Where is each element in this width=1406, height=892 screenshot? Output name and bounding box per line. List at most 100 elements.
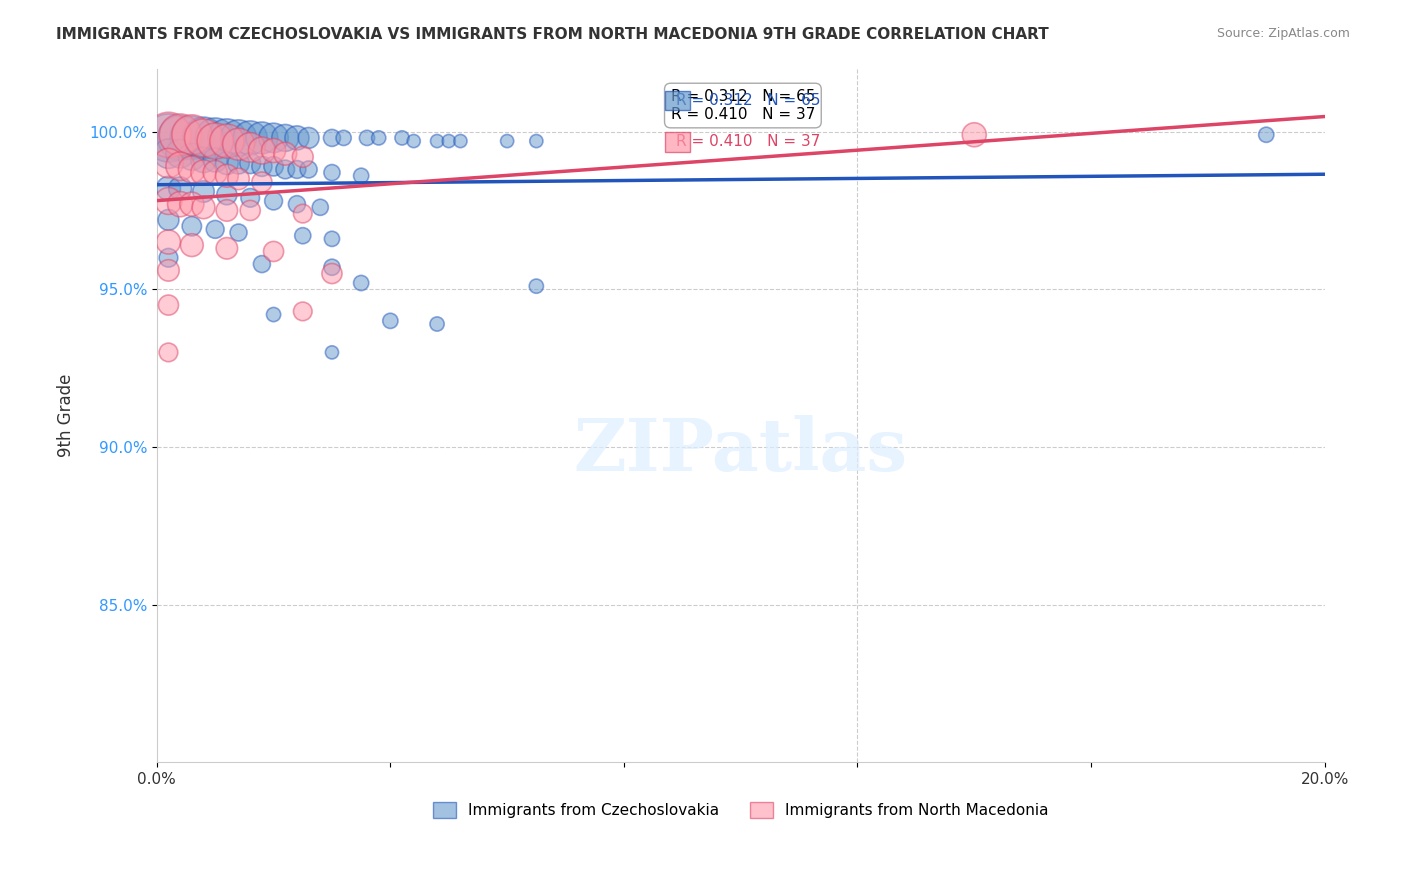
Text: R = 0.312   N = 65: R = 0.312 N = 65	[676, 93, 821, 108]
Legend: Immigrants from Czechoslovakia, Immigrants from North Macedonia: Immigrants from Czechoslovakia, Immigran…	[427, 796, 1054, 824]
Point	[250, 159, 273, 173]
Point	[193, 153, 215, 167]
Point	[285, 162, 308, 177]
Point	[157, 235, 180, 249]
Point	[274, 131, 297, 145]
Point	[496, 134, 519, 148]
Point	[321, 166, 343, 180]
Point	[157, 194, 180, 208]
Point	[193, 131, 215, 145]
Point	[157, 128, 180, 142]
Point	[180, 150, 202, 164]
Text: R = 0.410   N = 37: R = 0.410 N = 37	[676, 135, 821, 150]
Point	[297, 131, 319, 145]
Point	[285, 197, 308, 211]
Point	[215, 156, 238, 170]
Point	[157, 263, 180, 277]
Point	[215, 241, 238, 255]
Point	[263, 194, 285, 208]
Point	[380, 314, 402, 328]
Point	[157, 146, 180, 161]
Point	[228, 156, 250, 170]
Point	[437, 134, 460, 148]
Point	[291, 304, 314, 318]
Point	[239, 140, 262, 154]
Point	[250, 131, 273, 145]
Point	[180, 219, 202, 234]
Point	[204, 166, 226, 180]
Point	[250, 257, 273, 271]
Point	[228, 172, 250, 186]
Point	[180, 197, 202, 211]
Point	[215, 131, 238, 145]
Point	[193, 185, 215, 199]
Point	[204, 153, 226, 167]
Point	[963, 128, 986, 142]
Point	[180, 128, 202, 142]
Point	[263, 131, 285, 145]
Point	[250, 144, 273, 158]
Point	[263, 308, 285, 322]
Point	[291, 150, 314, 164]
Point	[180, 131, 202, 145]
Point	[204, 222, 226, 236]
Point	[169, 128, 191, 142]
Point	[321, 260, 343, 275]
Point	[321, 131, 343, 145]
Point	[274, 162, 297, 177]
Point	[228, 131, 250, 145]
Point	[321, 232, 343, 246]
Point	[157, 298, 180, 312]
Point	[169, 197, 191, 211]
Point	[426, 134, 449, 148]
Point	[180, 162, 202, 177]
Point	[321, 345, 343, 359]
Point	[291, 206, 314, 220]
Point	[193, 166, 215, 180]
Point	[285, 131, 308, 145]
Point	[193, 200, 215, 214]
Point	[250, 175, 273, 189]
Point	[215, 169, 238, 183]
Text: IMMIGRANTS FROM CZECHOSLOVAKIA VS IMMIGRANTS FROM NORTH MACEDONIA 9TH GRADE CORR: IMMIGRANTS FROM CZECHOSLOVAKIA VS IMMIGR…	[56, 27, 1049, 42]
Point	[204, 134, 226, 148]
Point	[169, 131, 191, 145]
Point	[297, 162, 319, 177]
Point	[157, 156, 180, 170]
Point	[263, 159, 285, 173]
Point	[321, 267, 343, 281]
Point	[263, 244, 285, 259]
Text: R = 0.312   N = 65
R = 0.410   N = 37: R = 0.312 N = 65 R = 0.410 N = 37	[671, 89, 815, 121]
Point	[228, 226, 250, 240]
Point	[157, 345, 180, 359]
Point	[180, 238, 202, 252]
Point	[239, 131, 262, 145]
Point	[239, 156, 262, 170]
Point	[524, 134, 547, 148]
Point	[239, 203, 262, 218]
Point	[228, 137, 250, 152]
Point	[449, 134, 471, 148]
Point	[215, 187, 238, 202]
Point	[169, 181, 191, 195]
Point	[215, 134, 238, 148]
Point	[350, 276, 373, 290]
Point	[157, 251, 180, 265]
Point	[204, 131, 226, 145]
Point	[291, 228, 314, 243]
Point	[524, 279, 547, 293]
Point	[157, 131, 180, 145]
Point	[426, 317, 449, 331]
Point	[367, 131, 389, 145]
Point	[274, 146, 297, 161]
Y-axis label: 9th Grade: 9th Grade	[58, 374, 75, 458]
Text: ZIPatlas: ZIPatlas	[574, 415, 908, 485]
Point	[1256, 128, 1278, 142]
Point	[169, 146, 191, 161]
Point	[239, 191, 262, 205]
Point	[263, 144, 285, 158]
Point	[391, 131, 413, 145]
Point	[157, 213, 180, 227]
Point	[309, 200, 332, 214]
Bar	[665, 132, 690, 152]
